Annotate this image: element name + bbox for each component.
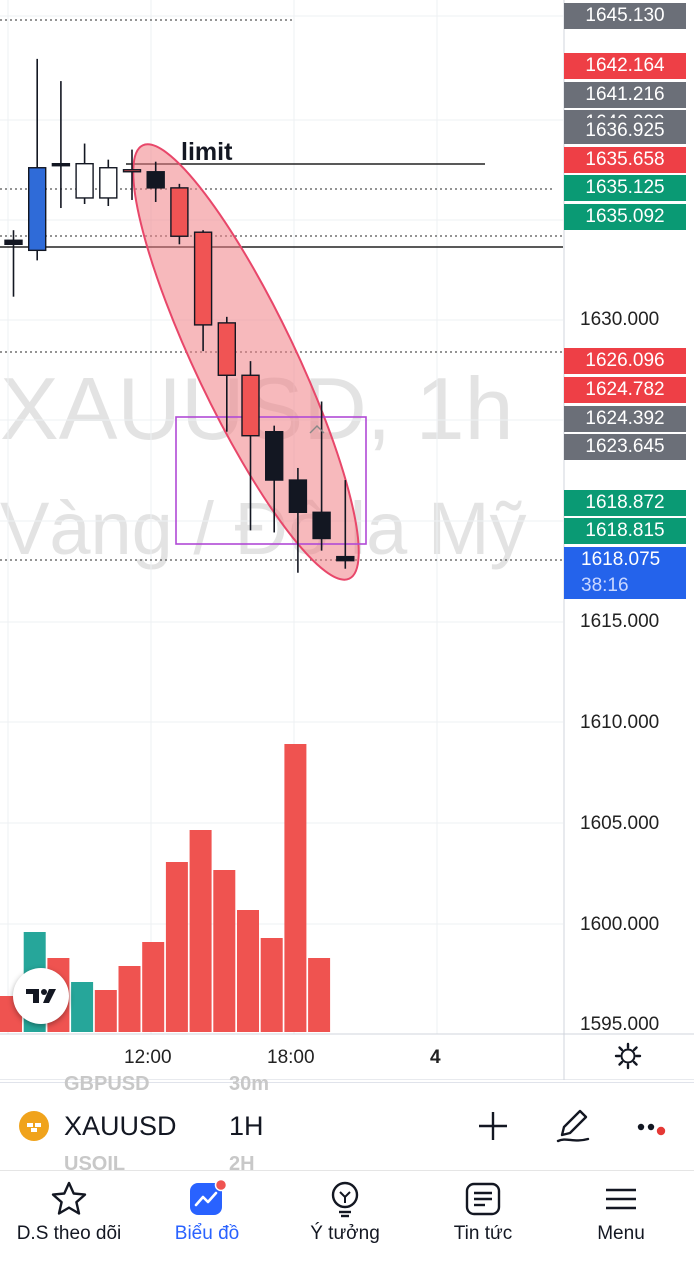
time-label-18: 18:00: [267, 1047, 315, 1068]
price-badge: 1624.782: [564, 377, 686, 403]
candle-body: [217, 322, 237, 376]
price-badge: 1645.130: [564, 3, 686, 29]
candle-body: [75, 162, 94, 199]
price-badge: 1623.645: [564, 434, 686, 460]
plus-icon[interactable]: [476, 1109, 510, 1143]
price-axis-label: 1600.000: [580, 914, 660, 935]
candle-body: [336, 555, 355, 562]
lightbulb-icon: [331, 1181, 359, 1218]
ghost-symbol-below: USOIL: [64, 1153, 126, 1175]
tab-label-news: Tin tức: [453, 1223, 513, 1244]
price-axis-label: 1610.000: [580, 712, 660, 733]
candle-body: [170, 187, 189, 237]
price-badge: 1642.164: [564, 53, 686, 79]
candle-countdown: 38:16: [581, 575, 629, 596]
tab-label-chart: Biểu đồ: [174, 1223, 240, 1244]
gold-coin-icon: [19, 1111, 49, 1141]
price-axis-label: 1605.000: [580, 813, 660, 834]
volume-bar: [189, 830, 212, 1032]
price-badge: 1635.125: [564, 175, 686, 201]
volume-bar: [118, 966, 141, 1032]
ghost-interval-below: 2H: [229, 1153, 255, 1175]
price-badge: 1624.392: [564, 406, 686, 432]
more-icon[interactable]: [636, 1121, 672, 1141]
price-badge: 1636.925: [564, 118, 686, 144]
volume-bar: [308, 958, 331, 1032]
volume-bar: [71, 982, 94, 1032]
candle-body: [265, 430, 284, 481]
volume-bar: [237, 910, 259, 1032]
interval-selector[interactable]: 1H: [229, 1111, 264, 1141]
candle-body: [241, 374, 260, 437]
price-axis-label: 1615.000: [580, 611, 660, 632]
candle-body: [146, 171, 165, 189]
candle-body: [99, 167, 118, 199]
tab-label-watchlist: D.S theo dõi: [16, 1223, 122, 1244]
volume-bar: [260, 938, 283, 1032]
candle-body: [51, 162, 71, 167]
volume-bar: [165, 862, 188, 1032]
candle-body: [4, 239, 23, 245]
chart-area[interactable]: XAUUSD, 1h Vàng / Đô la Mỹ limit 1645.13…: [0, 0, 694, 1080]
star-icon: [51, 1181, 87, 1215]
price-axis-label: 1630.000: [580, 309, 660, 330]
tab-watchlist[interactable]: D.S theo dõi: [0, 1171, 138, 1281]
tab-label-menu: Menu: [597, 1223, 645, 1244]
candle-body: [288, 479, 308, 513]
ellipse-drawing: [132, 143, 360, 581]
time-label-day: 4: [430, 1047, 441, 1068]
bottom-tab-bar: D.S theo dõi Biểu đồ Ý tưởng Tin tức Men…: [0, 1170, 694, 1281]
price-badge: 1618.075 38:16: [564, 547, 686, 599]
price-badge: 1626.096: [564, 348, 686, 374]
tab-chart[interactable]: Biểu đồ: [138, 1171, 276, 1281]
rectangle-drawing: [175, 416, 367, 545]
last-price-value: 1618.075: [581, 549, 661, 570]
price-badge: 1635.092: [564, 204, 686, 230]
time-label-12: 12:00: [124, 1047, 172, 1068]
tab-news[interactable]: Tin tức: [414, 1171, 552, 1281]
price-badge: 1618.872: [564, 490, 686, 516]
price-badge: 1641.216: [564, 82, 686, 108]
tab-menu[interactable]: Menu: [552, 1171, 690, 1281]
pencil-icon[interactable]: [554, 1105, 594, 1145]
price-badge: 1635.658: [564, 147, 686, 173]
volume-bar: [213, 870, 236, 1032]
tradingview-logo-icon[interactable]: [13, 968, 69, 1024]
ghost-interval-above: 30m: [229, 1073, 270, 1095]
symbol-name[interactable]: XAUUSD: [64, 1111, 177, 1141]
symbol-bar: GBPUSD 30m USOIL 2H XAUUSD 1H: [0, 1073, 694, 1175]
ghost-symbol-above: GBPUSD: [64, 1073, 150, 1095]
volume-bar: [142, 942, 165, 1032]
price-badge: 1618.815: [564, 518, 686, 544]
settings-gear-icon[interactable]: [614, 1042, 642, 1070]
menu-icon: [606, 1188, 636, 1210]
candle-body: [122, 169, 142, 173]
up-arrow-marker: [309, 425, 325, 434]
watermark-description: Vàng / Đô la Mỹ: [0, 487, 527, 570]
tab-label-ideas: Ý tưởng: [310, 1223, 380, 1244]
tab-ideas[interactable]: Ý tưởng: [276, 1171, 414, 1281]
news-icon: [465, 1182, 501, 1216]
price-axis-label: 1595.000: [580, 1014, 660, 1035]
chart-icon: [190, 1179, 227, 1215]
candle-body: [312, 511, 331, 540]
candle-body: [193, 231, 213, 326]
candle-body: [28, 167, 47, 252]
limit-label: limit: [181, 138, 233, 166]
volume-bar: [284, 744, 307, 1032]
volume-bar: [94, 990, 117, 1032]
